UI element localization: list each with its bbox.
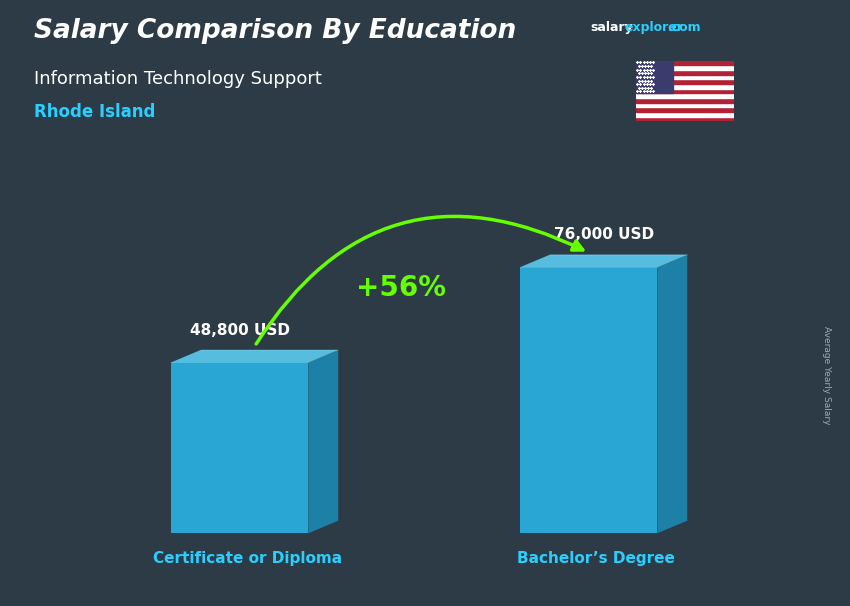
Bar (636, 61, 673, 93)
Polygon shape (171, 362, 309, 533)
Text: Certificate or Diploma: Certificate or Diploma (153, 551, 342, 567)
Text: explorer: explorer (625, 21, 683, 34)
Polygon shape (520, 255, 688, 267)
Bar (636, 75, 734, 79)
Bar (636, 88, 734, 93)
Bar (636, 116, 734, 121)
Text: +56%: +56% (355, 275, 445, 302)
Text: 76,000 USD: 76,000 USD (553, 227, 654, 242)
Polygon shape (171, 350, 338, 362)
Bar (636, 79, 734, 84)
Bar (636, 112, 734, 116)
Text: Rhode Island: Rhode Island (34, 103, 156, 121)
Bar (636, 61, 734, 65)
Text: salary: salary (591, 21, 633, 34)
Bar (636, 93, 734, 98)
Polygon shape (657, 255, 688, 533)
Polygon shape (520, 267, 657, 533)
Bar (636, 102, 734, 107)
Text: Bachelor’s Degree: Bachelor’s Degree (518, 551, 675, 567)
Text: Average Yearly Salary: Average Yearly Salary (822, 327, 830, 425)
Bar (636, 84, 734, 88)
Text: .com: .com (668, 21, 702, 34)
Bar (636, 65, 734, 70)
Text: Salary Comparison By Education: Salary Comparison By Education (34, 18, 516, 44)
Bar (636, 98, 734, 102)
Bar (636, 107, 734, 112)
Polygon shape (309, 350, 338, 533)
Text: Information Technology Support: Information Technology Support (34, 70, 322, 88)
Text: 48,800 USD: 48,800 USD (190, 322, 290, 338)
Bar (636, 70, 734, 75)
